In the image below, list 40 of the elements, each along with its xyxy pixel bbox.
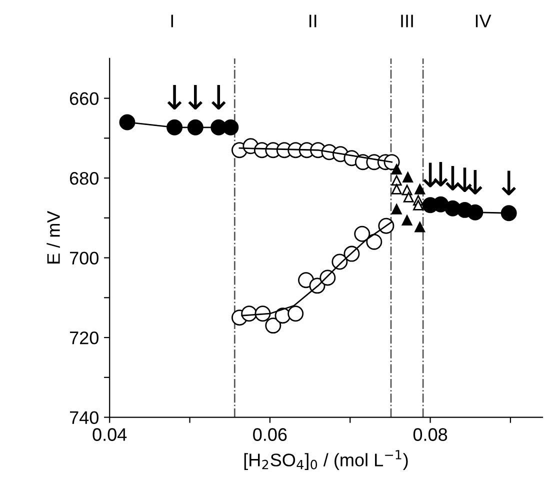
point (265, 318, 282, 334)
y-tick-label: 740 (70, 411, 98, 424)
point (222, 119, 239, 136)
point (391, 175, 402, 186)
point (391, 164, 402, 174)
point (187, 119, 204, 136)
annotation: ↓ (446, 166, 460, 190)
point (467, 204, 484, 220)
point (354, 226, 370, 242)
point (298, 272, 314, 288)
text: IV (476, 14, 492, 28)
x-tick-label: 0.04 (92, 428, 127, 441)
y-tick-label: 680 (70, 172, 98, 185)
text: [H$_{2}$SO$_{4}$]$_{0}$ / (mol L$^{−1}$) (244, 450, 408, 470)
point (500, 205, 517, 222)
point (413, 200, 424, 210)
y-tick-label: 720 (70, 331, 98, 344)
x-tick-label: 0.06 (253, 428, 287, 441)
point (391, 204, 402, 214)
point (402, 172, 414, 182)
point (119, 114, 136, 130)
annotation: ↓ (188, 85, 202, 110)
y-tick-label: 700 (70, 252, 98, 265)
text: III (401, 14, 413, 28)
annotation: ↓ (167, 85, 182, 110)
point (366, 234, 382, 250)
point (403, 192, 414, 202)
annotation: ↓ (502, 170, 516, 196)
point (402, 215, 412, 226)
point (391, 184, 402, 194)
annotation: ↓ (211, 85, 226, 110)
text: II (309, 14, 316, 28)
y-axis-title: E / mV (46, 210, 60, 264)
text: I (171, 14, 173, 28)
point (288, 306, 304, 322)
y-tick-label: 660 (70, 92, 98, 106)
point (414, 222, 426, 232)
point (166, 119, 183, 136)
x-tick-label: 0.08 (413, 428, 448, 441)
annotation: ↓ (434, 162, 448, 186)
